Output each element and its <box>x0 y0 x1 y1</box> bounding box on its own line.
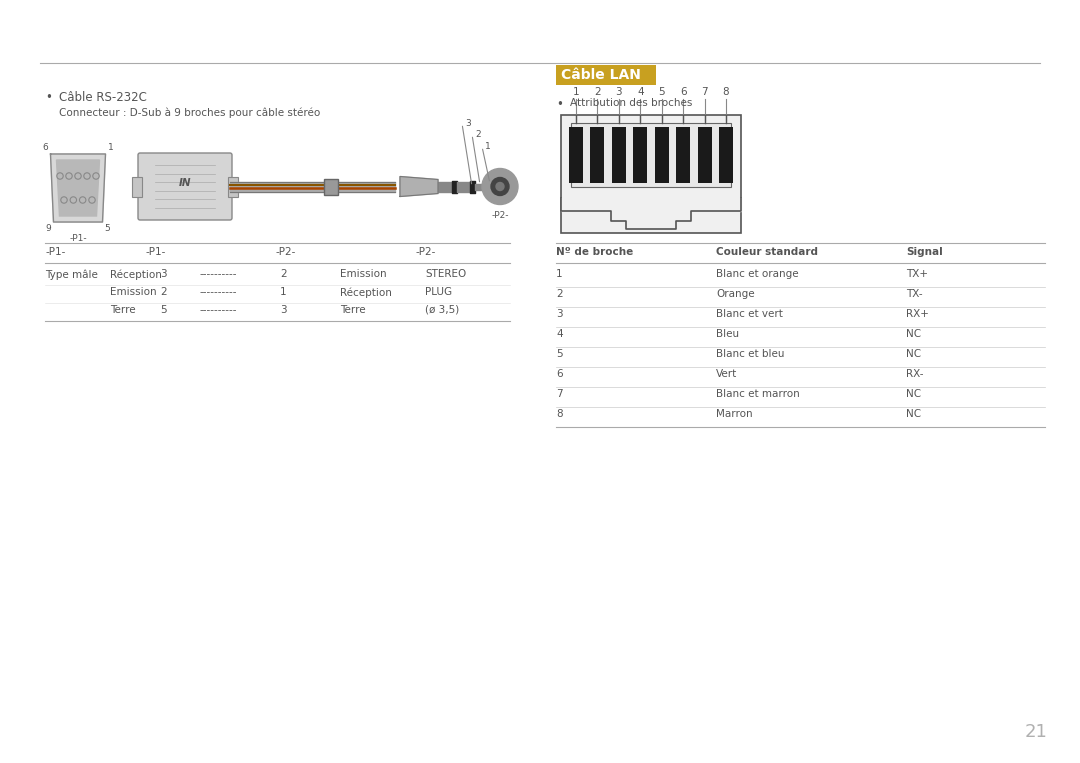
Polygon shape <box>400 176 438 197</box>
Text: NC: NC <box>906 389 921 399</box>
Text: 2: 2 <box>160 287 166 297</box>
Text: 3: 3 <box>465 119 471 128</box>
Bar <box>654 127 669 183</box>
Text: 3: 3 <box>160 269 166 279</box>
Text: 7: 7 <box>701 87 707 97</box>
Text: 1: 1 <box>485 142 490 151</box>
Text: 6: 6 <box>679 87 687 97</box>
Text: Couleur standard: Couleur standard <box>716 247 818 257</box>
Text: Câble RS-232C: Câble RS-232C <box>59 91 147 104</box>
Text: Signal: Signal <box>906 247 943 257</box>
Circle shape <box>491 178 509 195</box>
Text: 1: 1 <box>556 269 563 279</box>
Text: 2: 2 <box>556 289 563 299</box>
Text: Orange: Orange <box>716 289 755 299</box>
Text: -P1-: -P1- <box>45 247 66 257</box>
Text: Nº de broche: Nº de broche <box>556 247 633 257</box>
Text: RX-: RX- <box>906 369 923 379</box>
FancyBboxPatch shape <box>138 153 232 220</box>
Text: 2: 2 <box>475 130 481 139</box>
Text: Terre: Terre <box>110 305 136 315</box>
Text: Blanc et bleu: Blanc et bleu <box>716 349 784 359</box>
Text: -P2-: -P2- <box>275 247 295 257</box>
Text: 3: 3 <box>616 87 622 97</box>
Text: 5: 5 <box>160 305 166 315</box>
Text: 9: 9 <box>45 224 52 233</box>
Text: Terre: Terre <box>340 305 366 315</box>
Text: 8: 8 <box>723 87 729 97</box>
Bar <box>612 127 625 183</box>
Text: TX-: TX- <box>906 289 922 299</box>
Text: 6: 6 <box>556 369 563 379</box>
Polygon shape <box>56 160 99 216</box>
Bar <box>698 127 712 183</box>
Text: ----------: ---------- <box>200 305 238 315</box>
Text: 4: 4 <box>556 329 563 339</box>
Text: RX+: RX+ <box>906 309 929 319</box>
Bar <box>561 115 741 233</box>
Bar <box>591 127 605 183</box>
Text: Attribution des broches: Attribution des broches <box>570 98 692 108</box>
Bar <box>571 123 731 187</box>
Bar <box>556 65 656 85</box>
Text: 1: 1 <box>280 287 286 297</box>
Text: 4: 4 <box>637 87 644 97</box>
Text: 2: 2 <box>594 87 600 97</box>
Text: TX+: TX+ <box>906 269 928 279</box>
Text: 1: 1 <box>108 143 113 152</box>
Text: -P2-: -P2- <box>415 247 435 257</box>
Text: NC: NC <box>906 329 921 339</box>
Text: 6: 6 <box>43 143 49 152</box>
Text: Réception: Réception <box>340 287 392 298</box>
Text: Réception: Réception <box>110 269 162 279</box>
Text: 5: 5 <box>105 224 110 233</box>
Text: Blanc et orange: Blanc et orange <box>716 269 798 279</box>
Text: 7: 7 <box>556 389 563 399</box>
Text: Vert: Vert <box>716 369 738 379</box>
Text: -P1-: -P1- <box>69 234 86 243</box>
Text: Emission: Emission <box>340 269 387 279</box>
Text: Marron: Marron <box>716 409 753 419</box>
Text: •: • <box>556 98 563 111</box>
Bar <box>633 127 647 183</box>
Text: NC: NC <box>906 349 921 359</box>
Text: 3: 3 <box>280 305 286 315</box>
Circle shape <box>496 182 504 191</box>
Text: NC: NC <box>906 409 921 419</box>
Bar <box>132 176 141 197</box>
Text: (ø 3,5): (ø 3,5) <box>426 305 459 315</box>
Text: ----------: ---------- <box>200 287 238 297</box>
Bar <box>569 127 583 183</box>
Bar <box>719 127 733 183</box>
Text: 5: 5 <box>556 349 563 359</box>
Text: PLUG: PLUG <box>426 287 453 297</box>
Text: •: • <box>45 91 52 104</box>
Text: STEREO: STEREO <box>426 269 467 279</box>
Bar <box>228 176 238 197</box>
Text: -P2-: -P2- <box>491 211 509 220</box>
Text: Emission: Emission <box>110 287 157 297</box>
Circle shape <box>482 169 518 204</box>
Bar <box>324 179 338 195</box>
Text: ----------: ---------- <box>200 269 238 279</box>
Text: Connecteur : D-Sub à 9 broches pour câble stéréo: Connecteur : D-Sub à 9 broches pour câbl… <box>59 108 321 118</box>
Bar <box>676 127 690 183</box>
Text: 21: 21 <box>1025 723 1048 741</box>
Text: -P1-: -P1- <box>145 247 165 257</box>
Text: Câble LAN: Câble LAN <box>561 68 640 82</box>
Text: Type mâle: Type mâle <box>45 269 98 279</box>
Text: 1: 1 <box>572 87 579 97</box>
Text: 2: 2 <box>280 269 286 279</box>
Polygon shape <box>561 198 741 229</box>
Text: 5: 5 <box>659 87 665 97</box>
Polygon shape <box>51 154 106 222</box>
Text: Bleu: Bleu <box>716 329 739 339</box>
Text: IN: IN <box>179 179 191 188</box>
Text: Blanc et marron: Blanc et marron <box>716 389 800 399</box>
Text: Blanc et vert: Blanc et vert <box>716 309 783 319</box>
Text: 3: 3 <box>556 309 563 319</box>
Text: 8: 8 <box>556 409 563 419</box>
